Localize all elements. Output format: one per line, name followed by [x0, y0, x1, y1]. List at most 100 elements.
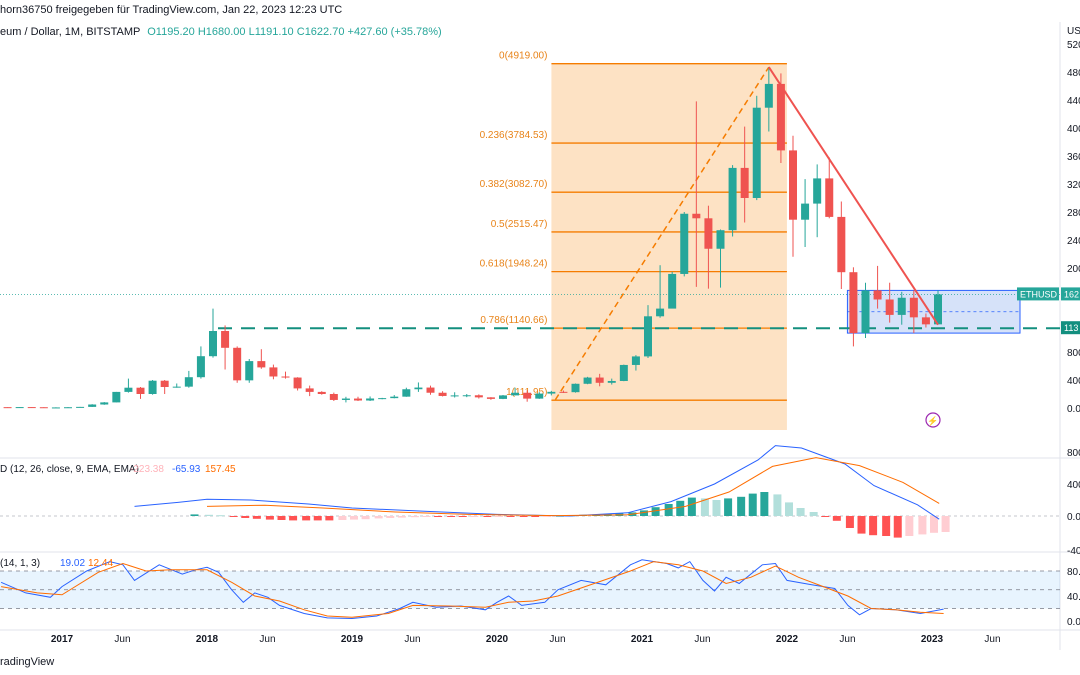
macd-histogram-bar	[857, 516, 866, 534]
fib-level-label: 0.236(3784.53)	[480, 130, 548, 141]
candle-body	[595, 377, 604, 383]
macd-histogram-bar	[700, 498, 709, 516]
macd-histogram-bar	[241, 516, 250, 518]
macd-histogram-bar	[470, 516, 479, 517]
candle-body	[329, 394, 338, 400]
candle-body	[414, 387, 423, 390]
candle-body	[571, 383, 580, 393]
macd-histogram-bar	[785, 502, 793, 516]
macd-histogram-bar	[687, 497, 696, 516]
price-tick-label: 0.00	[1067, 404, 1080, 415]
candle-body	[366, 398, 375, 401]
candle-body	[511, 392, 520, 396]
candle-body	[124, 387, 133, 392]
stoch-d-value: 12.44	[88, 558, 113, 569]
time-tick-label: Jun	[984, 634, 1000, 645]
macd-histogram-bar	[918, 516, 927, 535]
macd-histogram-bar	[796, 508, 805, 516]
symbol-badge-label: ETHUSD	[1020, 289, 1058, 299]
candle-body	[317, 391, 326, 394]
candle-body	[885, 299, 894, 315]
macd-histogram-bar	[313, 516, 322, 521]
macd-histogram-bar	[350, 516, 358, 520]
candles	[3, 67, 942, 409]
macd-histogram-bar	[519, 516, 528, 517]
fib-level-label: 0.786(1140.66)	[480, 315, 547, 326]
candle-body	[136, 387, 145, 394]
candle-body	[196, 356, 205, 378]
symbol-info: eum / Dollar, 1M, BITSTAMP O1195.20 H168…	[0, 26, 442, 38]
price-tick-label: 400	[1067, 376, 1080, 387]
candle-body	[861, 290, 870, 334]
candle-body	[293, 377, 302, 389]
macd-histogram-bar	[434, 516, 443, 517]
fib-level-label: 0.618(1948.24)	[480, 259, 548, 270]
ohlc-high: H1680.00	[197, 26, 246, 38]
price-tick-label: 4400	[1067, 96, 1080, 107]
candle-body	[341, 398, 350, 400]
candle-body	[656, 308, 665, 317]
candle-body	[184, 377, 193, 387]
candle-body	[583, 377, 592, 384]
ohlc-close: C1622.70	[296, 26, 345, 38]
macd-value: -65.93	[172, 464, 201, 475]
candle-body	[3, 407, 12, 409]
stoch-pane: (14, 1, 3) 19.02 12.44	[0, 558, 1060, 620]
candle-body	[801, 203, 810, 220]
time-tick-label: Jun	[404, 634, 420, 645]
overlay: ⚡	[767, 66, 941, 428]
macd-histogram-bar	[905, 516, 914, 536]
fib-background	[551, 63, 787, 431]
time-tick-label: 2021	[631, 634, 654, 645]
macd-histogram-bar	[893, 516, 902, 538]
stoch-d-line	[1, 561, 944, 618]
macd-histogram-bar	[458, 516, 467, 517]
candle-body	[148, 380, 157, 394]
candle-body	[51, 407, 60, 409]
candle-body	[450, 395, 459, 397]
candle-body	[752, 107, 761, 198]
lightning-icon[interactable]	[925, 412, 941, 428]
macd-histogram-bar	[748, 493, 757, 516]
tradingview-brand[interactable]: radingView	[0, 656, 55, 668]
candle-body	[619, 364, 628, 381]
macd-tick-label: 800	[1067, 448, 1080, 459]
lightning-glyph: ⚡	[927, 415, 938, 427]
macd-histogram-bar	[483, 516, 492, 517]
macd-histogram-bar	[869, 516, 878, 536]
macd-histogram-bar	[374, 516, 383, 519]
candle-body	[764, 83, 773, 108]
macd-histogram-bar	[724, 498, 733, 516]
candle-body	[849, 272, 858, 334]
time-tick-label: Jun	[694, 634, 710, 645]
macd-histogram-bar	[277, 516, 286, 520]
stoch-title: (14, 1, 3)	[0, 558, 40, 569]
candle-body	[76, 406, 85, 408]
candle-body	[305, 388, 314, 392]
ohlc-change: +427.60 (+35.78%)	[347, 26, 442, 38]
candle-body	[15, 407, 24, 409]
candle-body	[269, 367, 278, 377]
downtrend-line	[767, 66, 939, 326]
macd-histogram-bar	[760, 492, 769, 516]
macd-histogram-bar	[809, 512, 818, 516]
time-tick-label: 2017	[51, 634, 74, 645]
macd-histogram-bar	[190, 514, 199, 516]
macd-histogram-bar	[397, 516, 406, 518]
macd-histogram-bar	[882, 516, 891, 536]
axes: 0.00400800160020002400280032003600400044…	[51, 26, 1080, 645]
macd-tick-label: -40	[1067, 546, 1080, 557]
candle-body	[728, 167, 737, 231]
candle-body	[221, 331, 230, 348]
macd-title: D (12, 26, close, 9, EMA, EMA)	[0, 464, 139, 475]
price-tick-label: 480	[1067, 68, 1080, 79]
candle-body	[39, 407, 48, 409]
support-value: 113	[1064, 323, 1078, 333]
time-tick-label: 2022	[776, 634, 799, 645]
grid	[0, 22, 1080, 650]
candle-body	[172, 386, 181, 388]
last-price-badge	[1061, 287, 1080, 301]
macd-line	[134, 445, 940, 520]
macd-histogram-bar	[205, 514, 213, 516]
